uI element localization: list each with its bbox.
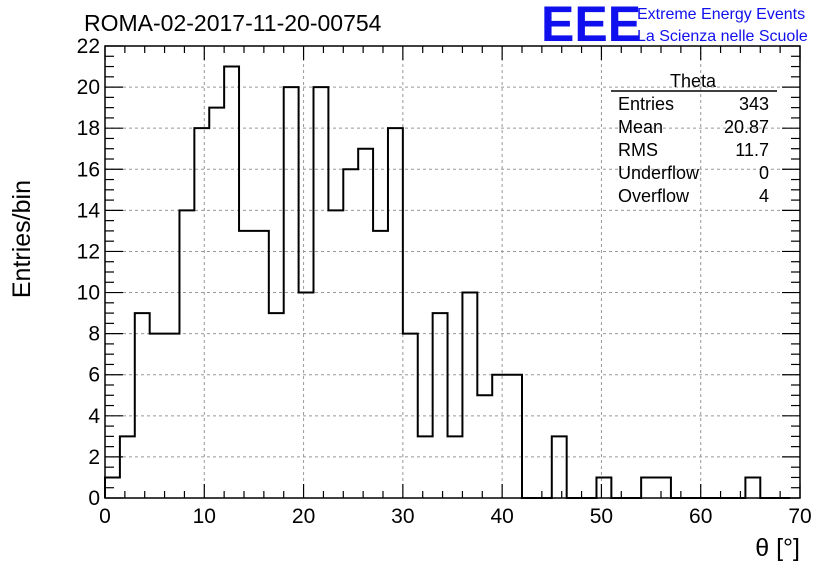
histogram-bar-26 (492, 375, 507, 498)
histogram-bar-21 (418, 436, 433, 498)
histogram-bar-33 (596, 477, 611, 498)
stats-value-mean: 20.87 (724, 117, 769, 137)
stats-label-overflow: Overflow (618, 186, 690, 206)
x-tick-labels: 0 10 20 30 40 50 60 70 (99, 505, 812, 528)
histogram-bar-17 (358, 149, 373, 498)
x-tick-label-20: 20 (292, 505, 315, 528)
histogram-bar-23 (448, 436, 463, 498)
x-tick-label-10: 10 (193, 505, 216, 528)
histogram-bar-1 (120, 436, 135, 498)
axis-ticks (104, 45, 801, 499)
y-tick-label-6: 6 (88, 364, 100, 387)
histogram-bar-7 (209, 108, 224, 498)
brand-line-2: La Scienza nelle Scuole (637, 28, 808, 45)
histogram-bar-30 (552, 436, 567, 498)
grid-lines (105, 46, 800, 498)
x-tick-label-40: 40 (490, 505, 513, 528)
stats-value-overflow: 4 (759, 186, 769, 206)
histogram-bar-2 (135, 313, 150, 498)
y-tick-label-0: 0 (88, 487, 100, 510)
x-axis-title: θ [°] (755, 534, 800, 562)
stats-label-mean: Mean (618, 117, 663, 137)
stats-label-entries: Entries (618, 94, 674, 114)
x-tick-label-50: 50 (590, 505, 613, 528)
y-tick-label-22: 22 (77, 35, 100, 58)
histogram-outline (104, 65, 791, 499)
histogram-bar-9 (239, 231, 254, 498)
y-tick-label-8: 8 (88, 323, 100, 346)
stats-label-underflow: Underflow (618, 163, 700, 183)
y-tick-labels: 0 2 4 6 8 10 12 14 16 18 20 22 (77, 35, 101, 510)
histogram-bar-37 (656, 477, 671, 498)
x-tick-label-30: 30 (391, 505, 414, 528)
eee-logo: EEE (541, 0, 641, 52)
histogram-bar-18 (373, 231, 388, 498)
y-tick-label-12: 12 (77, 240, 100, 263)
y-tick-label-4: 4 (88, 405, 100, 428)
stats-box: Theta Entries 343 Mean 20.87 RMS 11.7 Un… (611, 71, 777, 206)
stats-title: Theta (670, 71, 717, 91)
x-tick-label-70: 70 (788, 505, 811, 528)
y-axis-title: Entries/bin (8, 180, 36, 298)
histogram-bar-3 (150, 334, 165, 498)
histogram-bar-8 (224, 67, 239, 498)
histogram-bar-36 (641, 477, 656, 498)
y-tick-label-14: 14 (77, 199, 101, 222)
chart-title: ROMA-02-2017-11-20-00754 (84, 10, 382, 36)
histogram-bar-25 (477, 395, 492, 498)
histogram-bar-15 (328, 210, 343, 498)
y-tick-label-20: 20 (77, 76, 100, 99)
stats-value-underflow: 0 (759, 163, 769, 183)
y-tick-label-2: 2 (88, 446, 100, 469)
histogram-bar-13 (299, 293, 314, 498)
histogram-bar-11 (269, 313, 284, 498)
histogram-bar-5 (179, 210, 194, 498)
histogram-bar-27 (507, 375, 522, 498)
histogram-bar-22 (433, 313, 448, 498)
y-tick-label-18: 18 (77, 117, 100, 140)
y-tick-label-10: 10 (77, 282, 100, 305)
histogram-bar-19 (388, 128, 403, 498)
histogram-bar-6 (194, 128, 209, 498)
stats-value-entries: 343 (739, 94, 769, 114)
x-tick-label-60: 60 (689, 505, 712, 528)
y-tick-label-16: 16 (77, 158, 100, 181)
histogram-bar-24 (462, 293, 477, 498)
stats-value-rms: 11.7 (735, 140, 769, 160)
stats-label-rms: RMS (618, 140, 658, 160)
brand-line-1: Extreme Energy Events (637, 6, 805, 23)
brand: EEE Extreme Energy Events La Scienza nel… (541, 0, 808, 52)
histogram-bar-43 (745, 477, 760, 498)
histogram-bar-10 (254, 231, 269, 498)
x-tick-label-0: 0 (99, 505, 111, 528)
